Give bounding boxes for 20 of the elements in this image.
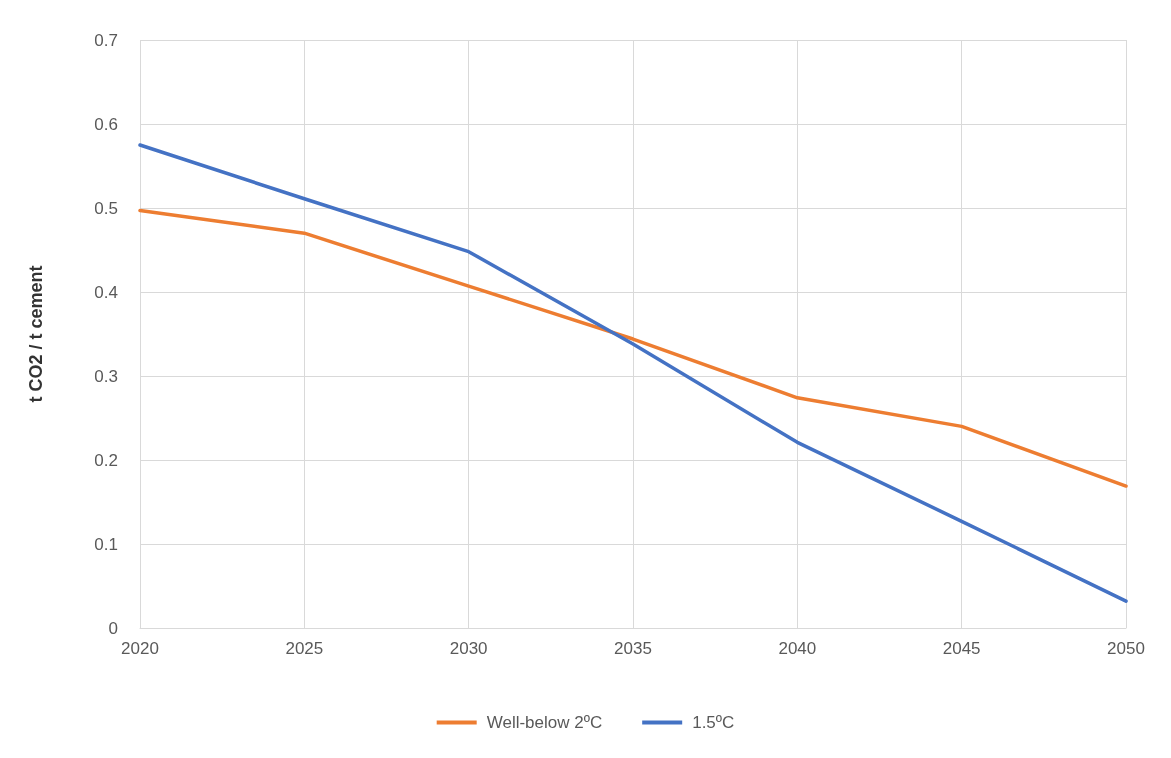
y-tick-label: 0.1 — [94, 534, 118, 554]
x-tick-label: 2050 — [1107, 639, 1145, 658]
y-tick-label: 0.4 — [94, 282, 118, 302]
legend-label: Well-below 2ºC — [486, 713, 603, 732]
line-series — [138, 208, 1128, 488]
y-tick-label: 0.2 — [94, 450, 118, 470]
y-axis-title: t CO2 / t cement — [26, 265, 46, 403]
x-tick-label: 2030 — [449, 639, 488, 658]
y-tick-label: 0.3 — [94, 366, 118, 386]
x-tick-label: 2040 — [778, 639, 817, 658]
x-tick-label: 2025 — [285, 639, 324, 658]
line-series — [138, 143, 1128, 603]
x-tick-label: 2035 — [614, 639, 652, 658]
y-tick-label: 0.5 — [94, 198, 118, 218]
y-tick-label: 0.7 — [94, 30, 118, 50]
legend-label: 1.5ºC — [692, 713, 735, 732]
y-tick-label: 0.6 — [94, 114, 118, 134]
x-tick-label: 2045 — [942, 639, 981, 658]
y-tick-label: 0 — [108, 618, 118, 638]
x-tick-label: 2020 — [121, 639, 159, 658]
